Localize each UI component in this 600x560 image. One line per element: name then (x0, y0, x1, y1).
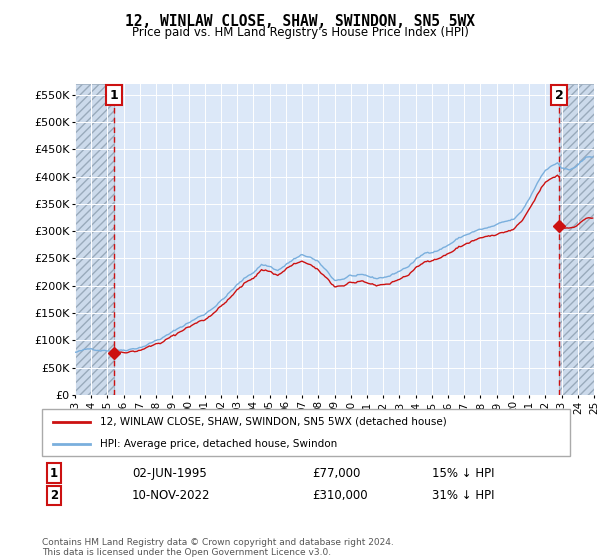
Text: 1: 1 (110, 88, 119, 102)
Text: 2: 2 (50, 489, 58, 502)
Text: 2: 2 (555, 88, 563, 102)
Bar (559, 84, 594, 395)
Text: £310,000: £310,000 (312, 489, 368, 502)
Text: 31% ↓ HPI: 31% ↓ HPI (432, 489, 494, 502)
Text: 12, WINLAW CLOSE, SHAW, SWINDON, SN5 5WX (detached house): 12, WINLAW CLOSE, SHAW, SWINDON, SN5 5WX… (100, 417, 447, 427)
Text: 12, WINLAW CLOSE, SHAW, SWINDON, SN5 5WX: 12, WINLAW CLOSE, SHAW, SWINDON, SN5 5WX (125, 14, 475, 29)
Text: £77,000: £77,000 (312, 466, 361, 480)
Text: 1: 1 (50, 466, 58, 480)
Text: 15% ↓ HPI: 15% ↓ HPI (432, 466, 494, 480)
Text: 02-JUN-1995: 02-JUN-1995 (132, 466, 207, 480)
Text: HPI: Average price, detached house, Swindon: HPI: Average price, detached house, Swin… (100, 438, 337, 449)
Bar (75, 84, 114, 395)
Text: Price paid vs. HM Land Registry's House Price Index (HPI): Price paid vs. HM Land Registry's House … (131, 26, 469, 39)
FancyBboxPatch shape (42, 409, 570, 456)
Text: Contains HM Land Registry data © Crown copyright and database right 2024.
This d: Contains HM Land Registry data © Crown c… (42, 538, 394, 557)
Bar (75, 84, 114, 395)
Text: 10-NOV-2022: 10-NOV-2022 (132, 489, 211, 502)
Bar (559, 84, 594, 395)
